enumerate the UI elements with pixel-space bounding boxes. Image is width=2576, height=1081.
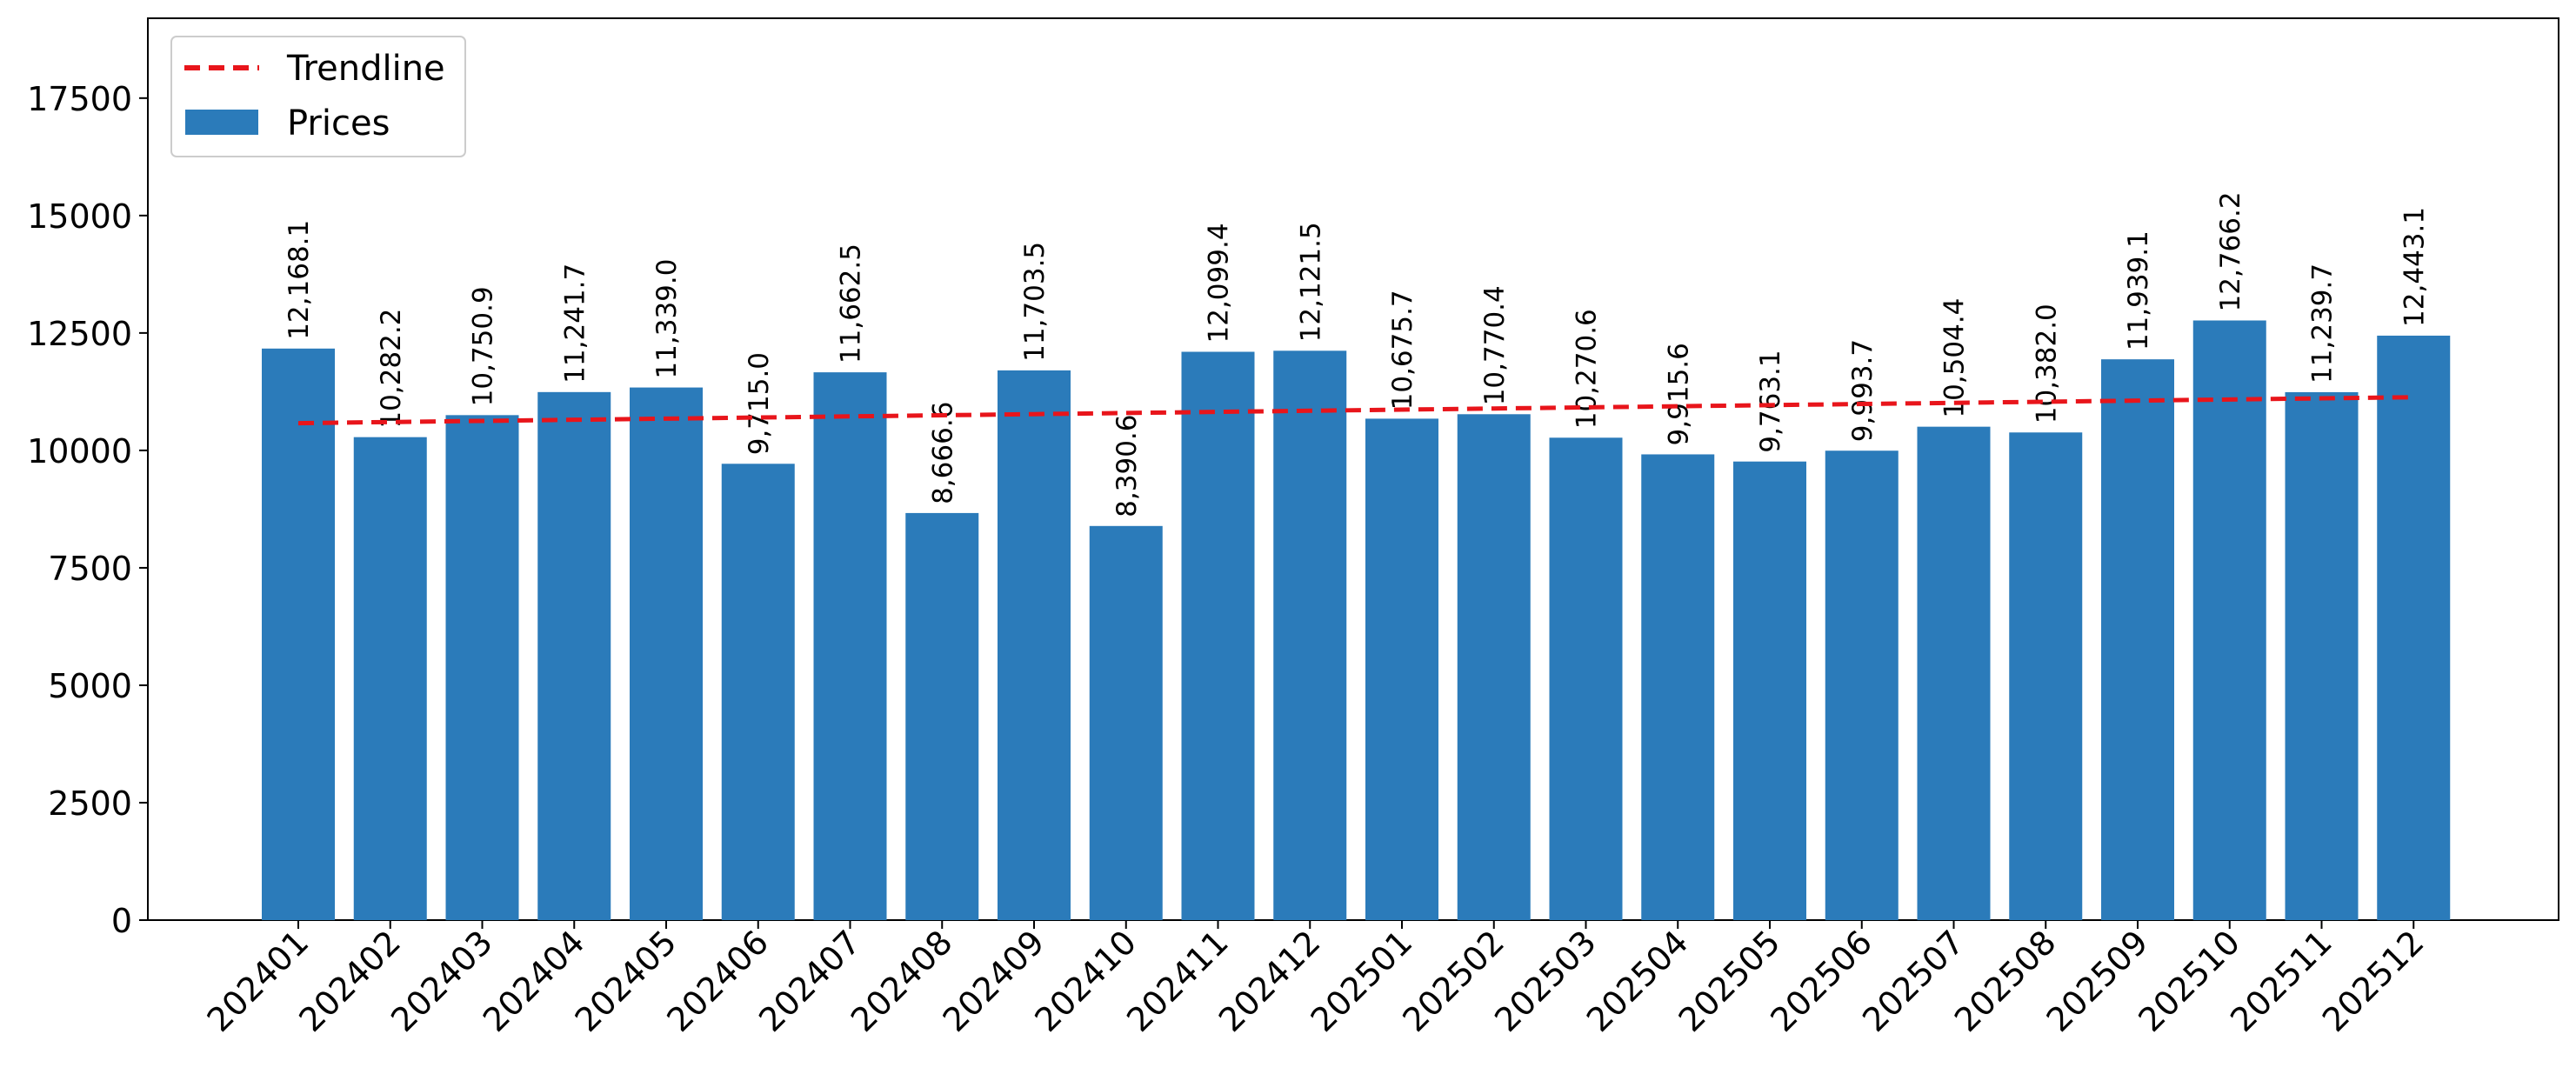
data-label-202507: 10,504.4 <box>1939 298 1971 418</box>
y-axis: 0 2500 5000 7500 10000 12500 15000 17500 <box>27 80 148 940</box>
x-tick-label-202408: 202408 <box>844 923 960 1039</box>
data-label-202412: 12,121.5 <box>1295 222 1326 342</box>
bar-202403 <box>445 415 519 920</box>
legend-prices-swatch <box>185 110 258 135</box>
y-tick-label-10000: 10000 <box>27 432 132 470</box>
x-tick-label-202509: 202509 <box>2039 923 2156 1039</box>
y-tick-label-0: 0 <box>111 902 132 940</box>
bar-202512 <box>2377 335 2451 920</box>
x-tick-label-202505: 202505 <box>1672 923 1788 1039</box>
data-label-202503: 10,270.6 <box>1572 309 1603 429</box>
x-tick-label-202507: 202507 <box>1855 923 1972 1039</box>
trendline <box>297 395 2414 426</box>
y-tick-label-12500: 12500 <box>27 315 132 353</box>
legend-trendline-label: Trendline <box>286 49 445 89</box>
x-tick-label-202409: 202409 <box>936 923 1052 1039</box>
x-tick-label-202405: 202405 <box>568 923 684 1039</box>
bar-202508 <box>2009 432 2083 920</box>
bars-layer <box>262 320 2451 921</box>
data-label-202405: 11,339.0 <box>651 259 683 379</box>
data-label-202410: 8,390.6 <box>1111 414 1143 517</box>
data-label-202411: 12,099.4 <box>1204 223 1235 343</box>
bar-202511 <box>2285 391 2359 921</box>
data-label-202501: 10,675.7 <box>1387 290 1418 410</box>
x-tick-label-202403: 202403 <box>384 923 500 1039</box>
data-label-202407: 11,662.5 <box>836 244 867 364</box>
x-tick-label-202412: 202412 <box>1211 923 1328 1039</box>
bar-202510 <box>2192 320 2266 921</box>
data-label-202511: 11,239.7 <box>2307 264 2339 384</box>
x-tick-label-202404: 202404 <box>476 923 592 1039</box>
y-tick-label-2500: 2500 <box>48 784 132 823</box>
x-tick-label-202402: 202402 <box>291 923 408 1039</box>
legend-prices-label: Prices <box>287 103 390 143</box>
bar-202412 <box>1273 350 1347 920</box>
bar-202404 <box>537 391 611 921</box>
bar-202401 <box>262 348 335 920</box>
data-label-202510: 12,766.2 <box>2215 191 2246 311</box>
data-label-202512: 12,443.1 <box>2399 207 2430 327</box>
bar-202503 <box>1549 437 1623 920</box>
data-label-202404: 11,241.7 <box>559 264 591 384</box>
data-label-202509: 11,939.1 <box>2123 230 2154 350</box>
x-tick-label-202508: 202508 <box>1947 923 2064 1039</box>
bar-202407 <box>813 372 887 920</box>
data-label-202402: 10,282.2 <box>376 309 407 429</box>
bar-202405 <box>630 387 703 920</box>
x-tick-label-202504: 202504 <box>1579 923 1696 1039</box>
data-label-202505: 9,763.1 <box>1755 350 1786 452</box>
data-label-202401: 12,168.1 <box>284 220 315 340</box>
bar-202406 <box>721 464 795 920</box>
data-label-202408: 8,666.6 <box>927 402 958 504</box>
y-tick-label-5000: 5000 <box>48 667 132 705</box>
data-label-202502: 10,770.4 <box>1479 285 1511 405</box>
x-axis: 2024012024022024032024042024052024062024… <box>200 920 2432 1039</box>
data-label-202403: 10,750.9 <box>468 286 499 406</box>
bar-202501 <box>1365 418 1438 920</box>
bar-202411 <box>1181 351 1255 921</box>
x-tick-label-202401: 202401 <box>200 923 317 1039</box>
bar-202505 <box>1733 461 1806 920</box>
x-tick-label-202406: 202406 <box>659 923 776 1039</box>
data-label-202504: 9,915.6 <box>1663 343 1694 445</box>
x-tick-label-202501: 202501 <box>1304 923 1420 1039</box>
x-tick-label-202512: 202512 <box>2315 923 2432 1039</box>
legend: Trendline Prices <box>170 36 466 157</box>
data-label-202508: 10,382.0 <box>2031 304 2062 424</box>
x-tick-label-202506: 202506 <box>1763 923 1879 1039</box>
bar-202408 <box>905 512 979 920</box>
x-tick-label-202503: 202503 <box>1487 923 1604 1039</box>
bar-202507 <box>1917 426 1991 921</box>
data-label-202406: 9,715.0 <box>744 352 775 455</box>
y-tick-label-17500: 17500 <box>27 80 132 118</box>
x-tick-label-202411: 202411 <box>1119 923 1236 1039</box>
y-tick-label-15000: 15000 <box>27 197 132 236</box>
x-tick-label-202407: 202407 <box>751 923 868 1039</box>
bar-202509 <box>2101 359 2174 920</box>
y-tick-label-7500: 7500 <box>48 550 132 588</box>
x-tick-label-202502: 202502 <box>1395 923 1512 1039</box>
bar-202402 <box>353 437 427 921</box>
x-tick-label-202511: 202511 <box>2223 923 2339 1039</box>
trendline-layer <box>297 395 2414 426</box>
bar-202410 <box>1089 525 1163 920</box>
data-label-202409: 11,703.5 <box>1019 242 1051 362</box>
bar-202506 <box>1825 450 1899 920</box>
bar-202409 <box>998 370 1071 920</box>
x-tick-label-202410: 202410 <box>1027 923 1144 1039</box>
bar-202502 <box>1457 414 1531 920</box>
bar-202504 <box>1641 454 1715 920</box>
data-label-202506: 9,993.7 <box>1847 339 1879 442</box>
x-tick-label-202510: 202510 <box>2131 923 2247 1039</box>
